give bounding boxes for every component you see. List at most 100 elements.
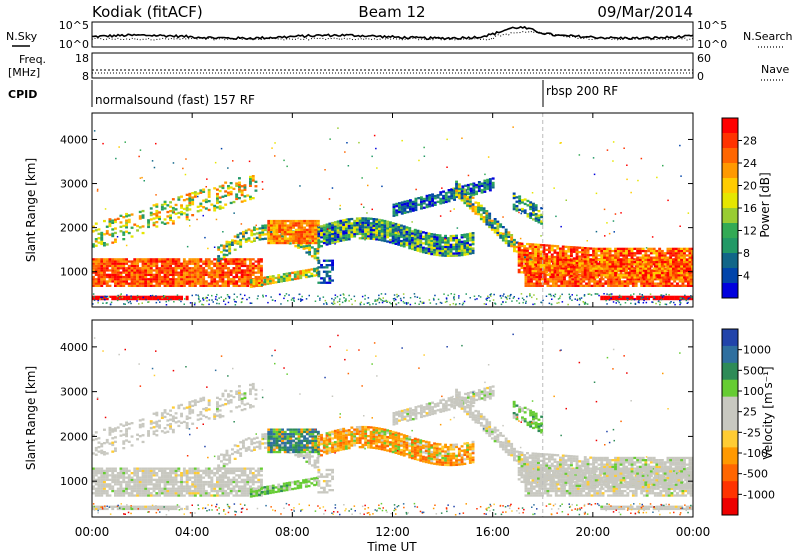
echo-cell <box>185 264 189 268</box>
echo-cell <box>669 297 673 301</box>
echo-cell <box>320 229 323 232</box>
echo-cell <box>604 275 608 279</box>
echo-cell <box>119 489 123 493</box>
echo-cell <box>114 469 117 472</box>
echo-cell <box>472 182 476 185</box>
echo-cell <box>574 282 577 285</box>
echo-cell <box>108 284 112 287</box>
echo-cell <box>559 254 562 257</box>
echo-cell <box>424 238 428 241</box>
echo-cell <box>587 293 590 295</box>
echo-cell <box>317 243 321 246</box>
echo-cell <box>180 262 183 265</box>
echo-cell <box>169 273 172 276</box>
echo-cell <box>561 293 563 296</box>
echo-cell <box>400 205 404 209</box>
echo-cell <box>542 299 544 302</box>
echo-cell <box>469 183 473 186</box>
echo-cell <box>240 282 244 285</box>
echo-cell <box>625 274 628 277</box>
echo-cell <box>169 267 172 270</box>
echo-cell <box>165 300 167 303</box>
echo-cell <box>333 301 335 303</box>
echo-cell <box>376 300 378 302</box>
echo-cell <box>300 241 304 245</box>
echo-cell <box>238 197 241 200</box>
echo-cell <box>116 264 120 268</box>
echo-cell <box>411 205 415 208</box>
echo-cell <box>100 478 104 481</box>
echo-cell <box>486 183 490 186</box>
echo-cell <box>683 256 686 259</box>
echo-cell <box>177 258 181 261</box>
echo-cell <box>427 232 431 235</box>
echo-cell <box>669 271 673 275</box>
echo-cell <box>367 184 369 187</box>
echo-cell <box>114 480 117 484</box>
echo-cell <box>272 230 276 234</box>
echo-cell <box>565 199 567 201</box>
echo-cell <box>493 229 497 232</box>
echo-cell <box>550 244 554 247</box>
echo-cell <box>427 234 431 237</box>
echo-cell <box>228 245 232 248</box>
echo-cell <box>499 223 503 226</box>
echo-cell <box>685 265 689 268</box>
echo-cell <box>100 492 104 495</box>
echo-cell <box>537 221 541 224</box>
echo-cell <box>274 300 276 302</box>
echo-cell <box>331 235 334 238</box>
echo-cell <box>163 295 166 297</box>
echo-cell <box>651 282 655 285</box>
echo-cell <box>688 254 692 257</box>
echo-cell <box>185 278 189 281</box>
echo-cell <box>296 272 300 276</box>
echo-cell <box>136 262 139 265</box>
echo-cell <box>532 213 535 216</box>
echo-cell <box>108 269 112 272</box>
echo-cell <box>275 233 279 236</box>
echo-cell <box>322 266 326 269</box>
echo-cell <box>449 250 453 253</box>
echo-cell <box>594 269 598 272</box>
echo-cell <box>228 249 232 253</box>
echo-cell <box>674 276 678 279</box>
echo-cell <box>118 146 120 148</box>
echo-cell <box>166 271 170 274</box>
echo-cell <box>207 262 211 265</box>
echo-cell <box>263 276 267 279</box>
echo-cell <box>144 269 148 272</box>
echo-cell <box>680 265 684 268</box>
echo-cell <box>277 280 281 283</box>
echo-cell <box>598 278 602 281</box>
echo-cell <box>488 214 492 218</box>
echo-cell <box>594 271 598 275</box>
echo-cell <box>116 483 120 486</box>
echo-cell <box>603 247 606 250</box>
echo-cell <box>328 264 332 267</box>
echo-cell <box>310 272 314 275</box>
echo-cell <box>339 298 341 300</box>
echo-cell <box>105 282 109 285</box>
echo-cell <box>155 271 159 274</box>
echo-cell <box>513 249 516 253</box>
echo-cell <box>672 274 675 277</box>
echo-cell <box>568 264 572 268</box>
echo-cell <box>674 254 678 257</box>
echo-cell <box>419 300 422 303</box>
echo-cell <box>235 197 239 201</box>
echo-cell <box>97 262 101 265</box>
echo-cell <box>634 282 638 285</box>
echo-cell <box>662 284 666 287</box>
echo-cell <box>294 239 298 242</box>
echo-cell <box>633 269 637 272</box>
echo-cell <box>355 226 359 229</box>
echo-cell <box>100 476 104 479</box>
echo-cell <box>328 233 332 236</box>
echo-cell <box>615 282 619 285</box>
echo-cell <box>103 264 106 268</box>
echo-cell <box>97 295 101 298</box>
echo-cell <box>539 261 543 264</box>
echo-cell <box>623 280 627 283</box>
echo-cell <box>328 275 332 278</box>
